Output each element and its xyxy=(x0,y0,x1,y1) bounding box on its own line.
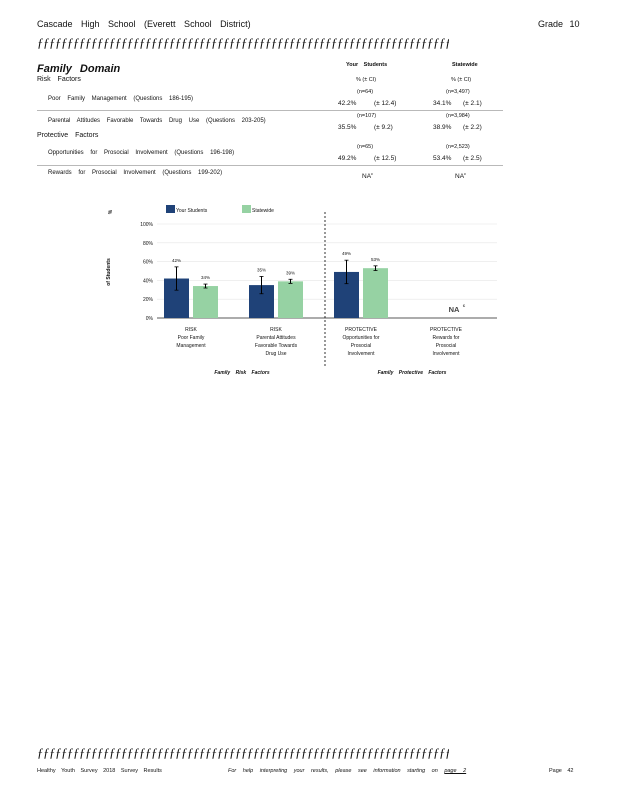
row2-label: Opportunities for Prosocial Involvement … xyxy=(48,150,235,156)
row0-your-n: (n=64) xyxy=(357,89,374,95)
row0-label: Poor Family Management (Questions 186-19… xyxy=(48,96,194,102)
family-domain-bar-chart: 0% 20% 40% 60% 80% 100% of Students% Your Stude… xyxy=(106,205,497,376)
category-label: Prosocial xyxy=(436,343,457,349)
category-label: Favorable Towards xyxy=(255,343,298,349)
footer-page-number: Page 42 xyxy=(549,768,574,774)
legend-label: Your Students xyxy=(176,208,208,214)
y-tick-label: 100% xyxy=(140,222,153,228)
footer-page-link[interactable]: page 2 xyxy=(444,768,467,774)
row0-your-ci: (± 12.4) xyxy=(374,100,397,107)
col-statewide: Statewide xyxy=(452,62,478,68)
data-label: 53% xyxy=(371,257,380,262)
decorative-rule-bottom: ƒƒƒƒƒƒƒƒƒƒƒƒƒƒƒƒƒƒƒƒƒƒƒƒƒƒƒƒƒƒƒƒƒƒƒƒƒƒƒƒ… xyxy=(37,745,449,760)
row2-your-n: (n=65) xyxy=(357,144,374,150)
row0-your-pct: 42.2% xyxy=(338,100,357,107)
bar-statewide xyxy=(363,268,388,318)
decorative-rule-top: ƒƒƒƒƒƒƒƒƒƒƒƒƒƒƒƒƒƒƒƒƒƒƒƒƒƒƒƒƒƒƒƒƒƒƒƒƒƒƒƒ… xyxy=(37,35,449,50)
row0-state-ci: (± 2.1) xyxy=(463,100,482,107)
y-tick-label: 40% xyxy=(143,278,154,284)
row3-your-na: NAc xyxy=(362,171,374,181)
row1-your-pct: 35.5% xyxy=(338,124,357,131)
y-tick-label: 60% xyxy=(143,260,154,266)
row3-label: Rewards for Prosocial Involvement (Quest… xyxy=(48,170,223,176)
y-tick-label: 80% xyxy=(143,241,154,247)
category-label: PROTECTIVE xyxy=(345,327,378,333)
col-state-sub: % (± CI) xyxy=(451,77,472,83)
category-label: Parental Attitudes xyxy=(256,335,296,341)
category-label: Prosocial xyxy=(351,343,372,349)
legend-swatch xyxy=(242,205,251,213)
category-label: RISK xyxy=(270,327,282,333)
data-label: 35% xyxy=(257,267,266,272)
category-label: Involvement xyxy=(348,351,376,357)
y-tick-label: 0% xyxy=(146,316,154,322)
data-label: 39% xyxy=(286,270,295,275)
grade-label: Grade 10 xyxy=(538,19,580,29)
data-label: 42% xyxy=(172,258,181,263)
row1-label: Parental Attitudes Favorable Towards Dru… xyxy=(48,118,266,124)
row2-state-n: (n=2,523) xyxy=(446,144,470,150)
category-label: Management xyxy=(176,343,206,349)
y-tick-label: 20% xyxy=(143,297,154,303)
category-label: PROTECTIVE xyxy=(430,327,463,333)
row1-state-n: (n=3,984) xyxy=(446,113,470,119)
category-label: Poor Family xyxy=(178,335,205,341)
row-divider xyxy=(37,165,503,166)
row2-your-ci: (± 12.5) xyxy=(374,155,397,162)
y-axis-label: of Students xyxy=(106,258,112,286)
legend-swatch xyxy=(166,205,175,213)
na-superscript: c xyxy=(463,303,466,308)
category-label: Opportunities for xyxy=(343,335,380,341)
y-axis-label-percent: % xyxy=(108,209,114,214)
protective-factors-heading: Protective Factors xyxy=(37,132,99,139)
group-label-protective: Family Protective Factors xyxy=(378,370,447,376)
row1-state-pct: 38.9% xyxy=(433,124,452,131)
row0-state-n: (n=3,497) xyxy=(446,89,470,95)
legend-label: Statewide xyxy=(252,208,274,214)
row2-state-pct: 53.4% xyxy=(433,155,452,162)
row0-state-pct: 34.1% xyxy=(433,100,452,107)
category-label: Involvement xyxy=(433,351,461,357)
col-your-students: Your Students xyxy=(346,62,388,68)
row2-your-pct: 49.2% xyxy=(338,155,357,162)
bar-statewide xyxy=(278,281,303,318)
row1-state-ci: (± 2.2) xyxy=(463,124,482,131)
data-label: 34% xyxy=(201,275,210,280)
category-label: RISK xyxy=(185,327,197,333)
row3-state-na: NAc xyxy=(455,171,467,181)
footer-help-text: For help interpreting your results, plea… xyxy=(228,768,467,774)
data-label: 49% xyxy=(342,251,351,256)
group-label-risk: Family Risk Factors xyxy=(214,370,269,376)
category-label: Rewards for xyxy=(433,335,460,341)
footer-survey-title: Healthy Youth Survey 2018 Survey Results xyxy=(37,768,162,774)
row-divider xyxy=(37,110,503,111)
row1-your-ci: (± 9.2) xyxy=(374,124,393,131)
school-title: Cascade High School (Everett School Dist… xyxy=(37,19,251,29)
row2-state-ci: (± 2.5) xyxy=(463,155,482,162)
row1-your-n: (n=107) xyxy=(357,113,377,119)
risk-factors-heading: Risk Factors xyxy=(37,76,81,83)
col-your-sub: % (± CI) xyxy=(356,77,377,83)
domain-title: Family Domain xyxy=(37,63,121,75)
na-label: NA xyxy=(449,305,460,314)
category-label: Drug Use xyxy=(265,351,286,357)
bar-statewide xyxy=(193,286,218,318)
